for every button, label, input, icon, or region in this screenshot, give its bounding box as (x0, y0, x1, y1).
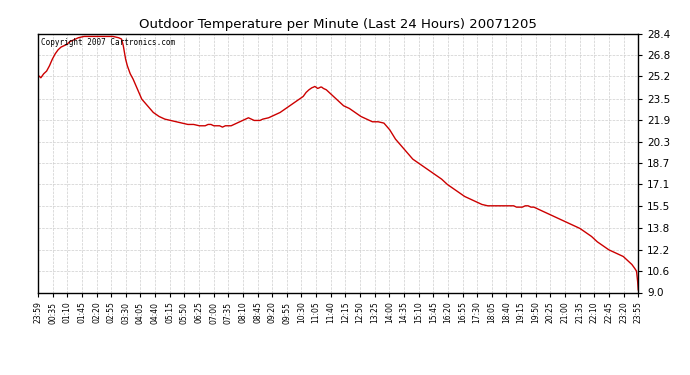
Text: Copyright 2007 Cartronics.com: Copyright 2007 Cartronics.com (41, 38, 175, 46)
Title: Outdoor Temperature per Minute (Last 24 Hours) 20071205: Outdoor Temperature per Minute (Last 24 … (139, 18, 537, 31)
